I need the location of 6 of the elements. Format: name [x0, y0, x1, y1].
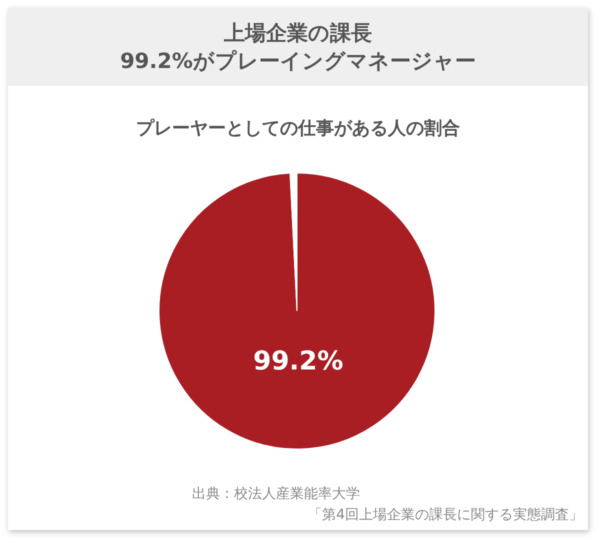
source-note: 出典：校法人産業能率大学: [192, 486, 360, 502]
text: 「第4回上場企業の課長に関する実態調査」: [308, 507, 583, 523]
data-label: 99.2%: [253, 346, 344, 376]
chart-title: 上場企業の課長 99.2%がプレーイングマネージャー: [120, 21, 476, 73]
pie-slice: [158, 172, 436, 450]
chart-subtitle: プレーヤーとしての仕事がある人の割合: [136, 118, 460, 139]
